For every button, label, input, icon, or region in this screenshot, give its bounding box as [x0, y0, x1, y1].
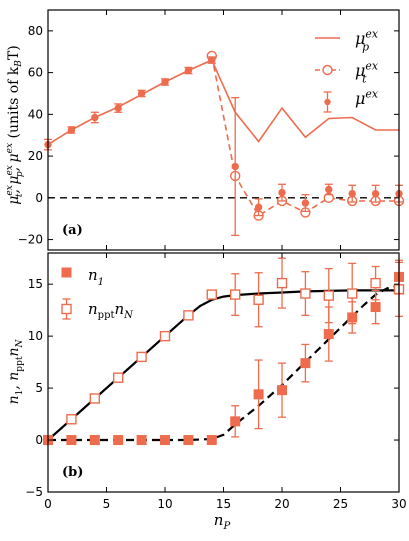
b-series-n1-point	[160, 435, 170, 446]
a-ytick-label: 40	[28, 107, 43, 121]
b-series-n1-point	[277, 385, 287, 396]
b-series-n1-point	[89, 435, 100, 446]
a-series-mu-point	[208, 56, 216, 64]
a-legend-mu-marker	[324, 98, 331, 106]
b-legend-nppt-marker	[61, 303, 72, 315]
b-xtick-label: 30	[391, 497, 406, 511]
b-series-nppt-point	[370, 277, 381, 289]
b-series-nppt-point	[183, 310, 194, 321]
b-series-n1-point	[113, 435, 124, 446]
b-series-nppt-point	[347, 288, 358, 299]
a-series-mu-point	[325, 185, 333, 194]
b-series-nppt-point	[89, 393, 101, 404]
b-series-nppt-point	[276, 277, 288, 289]
b-series-nppt-point	[206, 289, 218, 300]
b-panel-label: (b)	[62, 465, 83, 480]
b-xtick-label: 5	[103, 497, 111, 511]
a-ytick-label: 0	[35, 191, 43, 205]
b-xtick-label: 15	[216, 497, 231, 511]
a-series-mu-point	[184, 66, 193, 75]
b-legend-n1-marker	[61, 267, 72, 278]
a-legend-mu-label: μex	[355, 87, 378, 108]
b-xtick-label: 20	[274, 497, 289, 511]
b-ytick-label: −5	[25, 485, 43, 499]
a-ylabel: μext, μexp, μex (units of kBT)	[5, 45, 25, 204]
b-legend-n1-label: n1	[88, 266, 104, 288]
b-legend-nppt-label: npptnN	[88, 300, 134, 321]
b-series-nppt-point	[112, 372, 124, 383]
b-ytick-label: 15	[28, 277, 43, 291]
a-series-mu-point	[114, 104, 122, 112]
a-series-mu-point	[231, 162, 239, 171]
a-ytick-label: 60	[28, 66, 43, 80]
b-xlabel: nP	[214, 511, 231, 532]
a-series-mu-point	[161, 78, 169, 86]
b-series-n1-point	[253, 389, 264, 400]
a-series-mu-point	[348, 189, 356, 198]
a-series-mu-point	[278, 188, 286, 197]
b-series-nppt-point	[300, 288, 311, 299]
a-series-mu-p-line	[47, 59, 399, 146]
b-series-nppt-point	[159, 330, 171, 342]
b-xtick-label: 25	[333, 497, 348, 511]
b-series-n1-point	[370, 302, 381, 313]
a-series-mu-point	[137, 89, 146, 98]
a-series-mu-point	[254, 203, 263, 211]
a-series-mu-point	[301, 199, 310, 207]
a-ytick-label: −20	[18, 233, 43, 247]
a-series-mu-t-line	[211, 55, 399, 217]
b-xtick-label: 0	[44, 497, 52, 511]
b-series-nppt-point	[229, 289, 241, 300]
b-series-n1-point	[66, 435, 77, 446]
b-series-n1-point	[347, 312, 358, 323]
a-ytick-label: 20	[28, 149, 43, 163]
a-axes-frame	[47, 9, 400, 251]
b-ytick-label: 5	[35, 381, 43, 395]
b-series-nppt-point	[136, 351, 147, 363]
b-axes-frame	[47, 252, 400, 493]
a-ytick-label: 80	[28, 24, 43, 38]
a-legend-mu-t-marker	[322, 64, 333, 76]
a-legend-mu-p-label: μex p	[355, 27, 378, 53]
b-series-n1-point	[323, 329, 334, 340]
b-ylabel: n1, npptnN	[6, 339, 25, 405]
a-series-mu-point	[371, 189, 380, 198]
b-series-nppt-point	[66, 414, 77, 425]
b-series-n1-point	[183, 435, 194, 446]
b-ytick-label: 10	[28, 329, 43, 343]
b-series-nppt-point	[253, 294, 264, 305]
b-xtick-label: 10	[157, 497, 172, 511]
b-ytick-label: 0	[35, 433, 43, 447]
a-series-mu-point	[91, 113, 99, 122]
b-series-n1-point	[136, 435, 147, 446]
b-series-n1-point	[300, 358, 311, 369]
b-series-nppt-point	[323, 290, 334, 301]
a-panel-label: (a)	[62, 223, 83, 238]
b-legend: n1 npptnN	[61, 266, 134, 321]
a-series-mu-point	[67, 126, 76, 134]
a-legend-mu-t-label: μex t	[355, 59, 378, 85]
b-fit-line-dashed	[48, 284, 400, 442]
b-series-n1-point	[230, 416, 241, 427]
b-series-n1-point	[206, 435, 217, 446]
